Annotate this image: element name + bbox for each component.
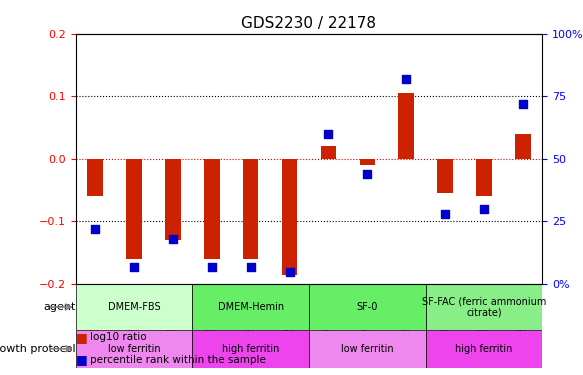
Point xyxy=(518,101,528,107)
Text: ■: ■ xyxy=(76,354,87,366)
Bar xyxy=(282,159,297,274)
Point xyxy=(168,236,178,242)
Text: high ferritin: high ferritin xyxy=(222,344,279,354)
FancyBboxPatch shape xyxy=(76,330,192,368)
Text: log10 ratio: log10 ratio xyxy=(90,333,147,342)
Bar xyxy=(437,159,453,194)
FancyBboxPatch shape xyxy=(426,284,542,330)
Bar xyxy=(204,159,220,259)
Bar xyxy=(127,159,142,259)
Bar xyxy=(398,93,414,159)
Bar xyxy=(243,159,258,259)
FancyBboxPatch shape xyxy=(192,330,309,368)
FancyBboxPatch shape xyxy=(309,330,426,368)
Text: SF-0: SF-0 xyxy=(357,302,378,312)
Point xyxy=(440,211,449,217)
Title: GDS2230 / 22178: GDS2230 / 22178 xyxy=(241,16,377,31)
FancyBboxPatch shape xyxy=(76,284,192,330)
Point xyxy=(363,171,372,177)
Point xyxy=(324,131,333,137)
Text: agent: agent xyxy=(43,302,76,312)
Point xyxy=(246,264,255,270)
Text: growth protocol: growth protocol xyxy=(0,344,76,354)
Text: DMEM-Hemin: DMEM-Hemin xyxy=(217,302,284,312)
Text: low ferritin: low ferritin xyxy=(108,344,160,354)
Point xyxy=(129,264,139,270)
Bar xyxy=(360,159,375,165)
Text: DMEM-FBS: DMEM-FBS xyxy=(108,302,160,312)
Text: percentile rank within the sample: percentile rank within the sample xyxy=(90,355,266,365)
Bar xyxy=(87,159,103,196)
Text: ■: ■ xyxy=(76,331,87,344)
Bar xyxy=(476,159,491,196)
Text: low ferritin: low ferritin xyxy=(341,344,394,354)
Point xyxy=(90,226,100,232)
Point xyxy=(479,206,489,212)
FancyBboxPatch shape xyxy=(426,330,542,368)
Point xyxy=(207,264,216,270)
FancyBboxPatch shape xyxy=(309,284,426,330)
Text: SF-FAC (ferric ammonium
citrate): SF-FAC (ferric ammonium citrate) xyxy=(422,296,546,318)
FancyBboxPatch shape xyxy=(192,284,309,330)
Bar xyxy=(515,134,531,159)
Point xyxy=(285,268,294,274)
Bar xyxy=(321,146,336,159)
Text: high ferritin: high ferritin xyxy=(455,344,512,354)
Bar xyxy=(165,159,181,240)
Point xyxy=(402,76,411,82)
